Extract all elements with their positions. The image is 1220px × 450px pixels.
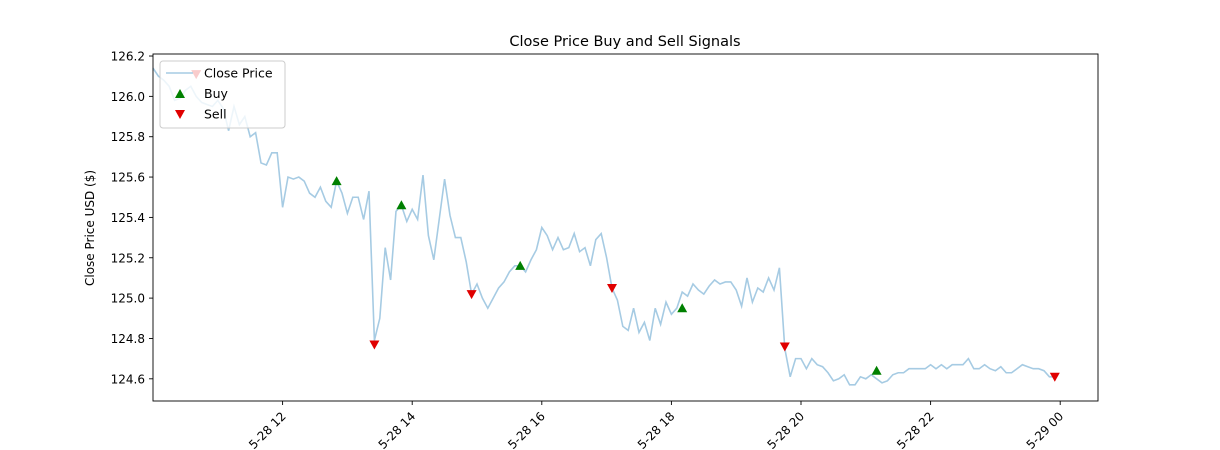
y-tick-label: 124.8 bbox=[111, 332, 145, 346]
buy-marker bbox=[515, 260, 526, 270]
legend-buy-label: Buy bbox=[204, 86, 228, 101]
y-tick-label: 126.0 bbox=[111, 90, 145, 104]
buy-marker bbox=[677, 303, 688, 313]
legend: Close Price Buy Sell bbox=[159, 60, 286, 129]
chart-title: Close Price Buy and Sell Signals bbox=[509, 34, 740, 50]
y-tick-label: 124.6 bbox=[111, 372, 145, 386]
sell-marker bbox=[1049, 372, 1060, 382]
buy-marker bbox=[396, 200, 407, 210]
plot-frame bbox=[152, 53, 1099, 402]
legend-buy-swatch bbox=[175, 89, 185, 98]
legend-close-price-label: Close Price bbox=[204, 66, 273, 81]
legend-sell-label: Sell bbox=[204, 107, 227, 122]
y-tick-label: 125.8 bbox=[111, 130, 145, 144]
y-tick-label: 125.6 bbox=[111, 171, 145, 185]
y-tick-label: 126.2 bbox=[111, 50, 145, 64]
sell-marker bbox=[466, 290, 477, 300]
buy-marker bbox=[331, 176, 342, 186]
sell-marker bbox=[779, 342, 790, 352]
y-axis-label: Close Price USD ($) bbox=[83, 170, 97, 286]
legend-sell-swatch bbox=[175, 110, 185, 119]
y-axis-ticks: 124.6 124.8 125.0 125.2 125.4 125.6 125.8 126.0… bbox=[111, 50, 153, 386]
y-tick-label: 125.2 bbox=[111, 251, 145, 265]
buy-marker bbox=[871, 365, 882, 375]
sell-marker bbox=[607, 284, 617, 294]
legend-box bbox=[159, 60, 286, 129]
plot-area bbox=[152, 67, 1060, 386]
y-tick-label: 125.0 bbox=[111, 292, 145, 306]
buy-markers bbox=[331, 176, 882, 375]
y-tick-label: 125.4 bbox=[111, 211, 145, 225]
close-price-line bbox=[152, 67, 1055, 386]
sell-marker bbox=[369, 340, 380, 350]
